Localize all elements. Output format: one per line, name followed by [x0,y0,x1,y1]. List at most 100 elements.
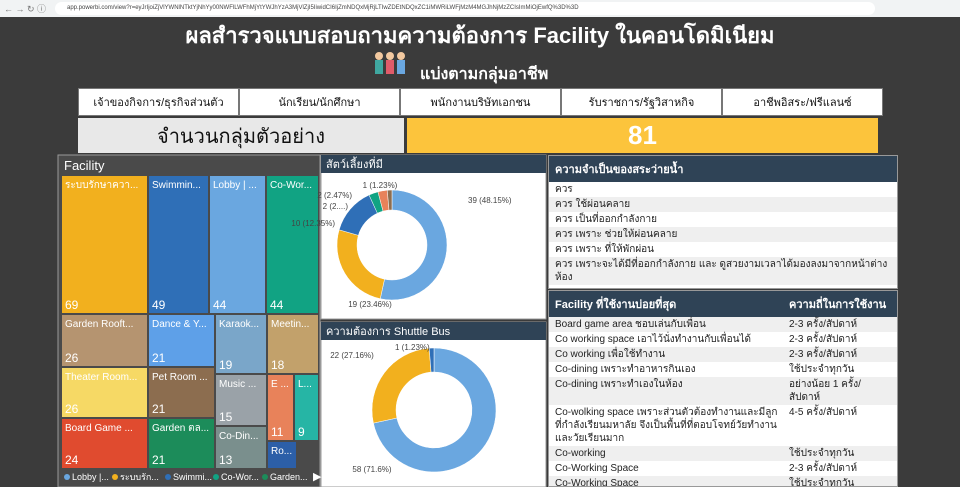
address-bar[interactable]: app.powerbi.com/view?r=eyJrIjoiZjVlYWNlN… [55,2,875,15]
table-row: ควร [555,184,573,195]
treemap-tile [62,368,147,417]
chart-title: ความต้องการ Shuttle Bus [326,326,451,338]
tile-label: L... [298,379,312,390]
legend-label: Co-Wor... [221,472,259,482]
tile-value: 9 [298,425,305,439]
treemap-tile [268,375,293,440]
treemap-tile [267,176,318,313]
data-label: 2 (2....) [323,202,349,211]
table-row: ควร เพราะ ช่วยให้ผ่อนคลาย [549,227,897,242]
donut-slice [387,189,393,211]
filter-button[interactable]: พนักงานบริษัทเอกชน [400,88,561,116]
tile-label: Swimmin... [152,180,201,191]
legend-swatch [112,474,118,480]
treemap-tile [216,315,266,373]
legend-label: Garden... [270,472,308,482]
table-row: Board game area ชอบเล่นกับเพื่อน 2-3 ครั้… [549,317,897,332]
tile-label: Co-Wor... [270,180,312,191]
tile-value: 18 [271,358,285,372]
tile-label: Music ... [219,379,256,390]
column-header: Facility ที่ใช้งานบ่อยที่สุด [555,299,677,311]
table-cell: Co working space เอาไว้นั่งทำงานกับเพื่อ… [555,334,751,345]
treemap-tile [210,176,265,313]
nav-icons: ← → ↻ ⓘ [4,4,46,14]
data-label: 10 (12.35%) [291,219,335,228]
table-row: Co-wolking space เพราะส่วนตัวต้องทำงานแล… [549,405,897,446]
tile-value: 11 [271,425,284,439]
table-cell: 4-5 ครั้ง/สัปดาห์ [789,407,858,418]
table-body: ควร ควร ใช้ผ่อนคลาย ควร เป็นที่ออกกำลังกาย… [549,182,897,285]
legend-arrow[interactable]: ▶ [313,471,322,483]
need-table: ความจำเป็นของสระว่ายน้ำ ควร ควร ใช้ผ่อนคลา… [548,155,898,289]
treemap-tile [149,419,214,468]
table-cell: Board game area ชอบเล่นกับเพื่อน [555,319,706,330]
tile-label: Co-Din... [219,431,258,442]
usage-table: Facility ที่ใช้งานบ่อยที่สุด ความถี่ในการ… [548,290,898,487]
data-label: 2 (2.47%) [317,191,352,200]
filter-button[interactable]: อาชีพอิสระ/ฟรีแลนซ์ [722,88,883,116]
filter-button[interactable]: นักเรียน/นักศึกษา [239,88,400,116]
treemap-tile [62,176,147,313]
tile-value: 21 [152,453,166,467]
treemap-tile [268,442,296,468]
treemap-tile [149,368,214,417]
tile-label: Garden ตล... [152,423,209,434]
table-row: Co-Working Space 2-3 ครั้ง/สัปดาห์ [549,461,897,476]
tile-label: ระบบรักษาควา... [65,180,138,191]
chart-title: Facility [64,158,105,173]
treemap-tile [216,427,266,468]
tile-label: Pet Room ... [152,372,208,383]
table-cell: ใช้ประจำทุกวัน [789,364,855,375]
people-icon [375,52,405,74]
table-cell: Co-Working Space [555,478,639,487]
filter-button[interactable]: เจ้าของกิจการ/ธุรกิจส่วนตัว [78,88,239,116]
legend-swatch [64,474,70,480]
tile-value: 26 [65,402,79,416]
treemap-tile [295,375,318,440]
kpi-label: จำนวนกลุ่มตัวอย่าง [78,118,404,153]
table-cell: 2-3 ครั้ง/สัปดาห์ [789,349,858,360]
tile-value: 15 [219,410,233,424]
table-cell: Co-dining เพราะทำอาหารกินเอง [555,364,696,375]
tile-label: Lobby | ... [213,180,257,191]
tile-value: 19 [219,358,233,372]
table-cell: อย่างน้อย 1 ครั้ง/สัปดาห์ [789,379,861,403]
table-cell: ใช้ประจำทุกวัน [789,448,855,459]
table-row: ควร ใช้ผ่อนคลาย [549,197,897,212]
data-label: 19 (23.46%) [348,300,392,309]
table-cell: Co working เพื่อใช้ทำงาน [555,349,666,360]
table-row: Co working เพื่อใช้ทำงาน 2-3 ครั้ง/สัปดาห… [549,347,897,362]
svg-text:← → ↻ ⓘ: ← → ↻ ⓘ [4,4,46,14]
table-row: Co-dining เพราะทำอาหารกินเอง ใช้ประจำทุกว… [549,362,897,377]
column-header: ความถี่ในการใช้งาน [789,299,887,311]
tile-label: E ... [271,379,289,390]
table-row: ควร เพราะจะได้มีที่ออกกำลังกาย และ ดูสวย… [549,257,897,285]
data-label: 39 (48.15%) [468,196,512,205]
filter-bar: เจ้าของกิจการ/ธุรกิจส่วนตัว นักเรียน/นักศ… [78,88,883,116]
treemap-tile [62,419,147,468]
treemap-tile [216,375,266,425]
treemap-tile [268,315,318,373]
dashboard-title: ผลสำรวจแบบสอบถามความต้องการ Facility ในค… [185,23,775,48]
table-cell: 2-3 ครั้ง/สัปดาห์ [789,334,858,345]
tile-label: Board Game ... [65,423,133,434]
filter-button[interactable]: รับราชการ/รัฐวิสาหกิจ [561,88,722,116]
tile-label: Theater Room... [65,372,137,383]
table-cell: 2-3 ครั้ง/สัปดาห์ [789,319,858,330]
tile-value: 49 [152,298,166,312]
tile-value: 21 [152,402,166,416]
legend-swatch [165,474,171,480]
data-label: 1 (1.23%) [363,181,398,190]
table-row: ควร เพราะ ที่ให้พักผ่อน [555,244,655,255]
legend-label: Swimmi... [173,472,212,482]
kpi-value: 81 [407,118,878,153]
tile-value: 21 [152,351,166,365]
tile-value: 44 [213,298,227,312]
tile-label: Meetin... [271,319,309,330]
tile-label: Ro... [271,446,292,457]
table-row: Co-dining เพราะทำเองในห้อง อย่างน้อย 1 คร… [549,377,897,405]
browser-bar: ← → ↻ ⓘ app.powerbi.com/view?r=eyJrIjoiZ… [0,0,960,17]
legend-swatch [213,474,219,480]
